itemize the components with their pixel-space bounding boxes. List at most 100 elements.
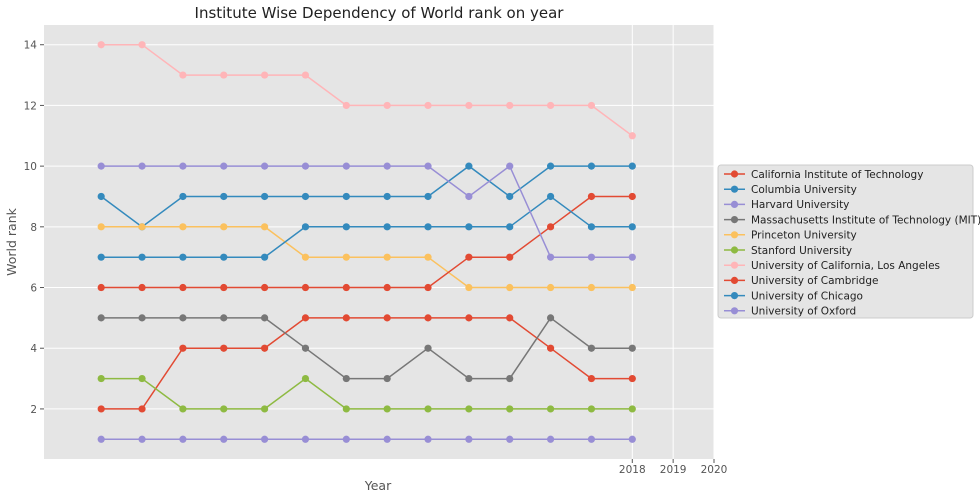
data-point (301, 162, 310, 170)
legend-marker (730, 185, 739, 193)
data-point (587, 283, 596, 292)
data-point (587, 374, 596, 383)
data-point (383, 374, 391, 383)
data-point (546, 405, 555, 413)
legend-marker (730, 276, 739, 284)
data-point (383, 314, 391, 322)
data-point (628, 283, 636, 292)
series-2 (97, 162, 636, 231)
legend-label: University of Chicago (751, 290, 863, 302)
data-point (587, 253, 596, 261)
data-point (342, 253, 350, 261)
legend-label: University of Cambridge (751, 275, 878, 287)
data-point (97, 374, 105, 383)
data-point (628, 223, 636, 231)
legend-item: Princeton University (724, 230, 857, 242)
legend-label: Massachusetts Institute of Technology (M… (751, 214, 980, 226)
data-point (179, 405, 187, 413)
data-point (546, 162, 555, 170)
legend-marker (730, 200, 739, 208)
legend-label: Harvard University (751, 199, 849, 211)
data-point (138, 405, 146, 413)
data-point (179, 253, 187, 261)
data-point (179, 162, 187, 170)
data-point (97, 314, 105, 322)
data-point (424, 253, 432, 261)
data-point (138, 41, 146, 49)
x-axis-ticks: 2018 2019 2020 (619, 459, 727, 476)
data-point (261, 162, 269, 170)
series-5 (97, 223, 636, 292)
data-point (179, 192, 187, 201)
legend-marker (730, 170, 739, 178)
data-point (220, 405, 228, 413)
series-10 (97, 162, 636, 261)
data-point (383, 435, 391, 443)
data-point (546, 344, 555, 352)
data-point (465, 314, 473, 322)
data-point (424, 101, 432, 110)
data-point (342, 435, 350, 443)
data-point (546, 283, 555, 292)
data-point (220, 435, 228, 443)
data-point (220, 162, 228, 170)
series-3 (97, 435, 636, 443)
series-4 (97, 314, 636, 383)
data-point (465, 435, 473, 443)
legend: California Institute of Technology Columb… (717, 164, 980, 319)
data-point (506, 192, 514, 201)
y-tick-label: 2 (30, 404, 37, 416)
data-point (261, 192, 269, 201)
data-point (301, 253, 310, 261)
data-point (97, 405, 105, 413)
data-point (261, 435, 269, 443)
data-point (506, 283, 514, 292)
legend-item: Massachusetts Institute of Technology (M… (724, 214, 980, 226)
data-point (179, 314, 187, 322)
legend-marker (730, 261, 739, 269)
data-point (342, 374, 350, 383)
data-point (424, 314, 432, 322)
data-point (546, 101, 555, 110)
series-line (101, 317, 633, 410)
data-point (465, 283, 473, 292)
data-point (97, 435, 105, 443)
data-point (179, 435, 187, 443)
data-point (220, 71, 228, 79)
y-tick-label: 8 (30, 222, 37, 234)
data-point (220, 253, 228, 261)
series-line (101, 164, 633, 258)
legend-marker (730, 307, 739, 315)
data-point (97, 162, 105, 170)
legend-item: California Institute of Technology (724, 169, 923, 181)
series-7 (97, 41, 636, 140)
data-point (138, 223, 146, 231)
data-point (628, 253, 636, 261)
series-line (101, 43, 633, 137)
data-point (628, 192, 636, 201)
series-line (100, 165, 633, 228)
data-point (546, 435, 555, 443)
data-point (587, 223, 596, 231)
data-point (342, 192, 350, 201)
data-point (261, 71, 269, 79)
data-point (261, 405, 269, 413)
data-point (383, 101, 391, 110)
data-point (465, 374, 473, 383)
data-point (587, 162, 596, 170)
data-point (301, 374, 310, 383)
data-point (424, 192, 432, 201)
legend-item: University of Cambridge (724, 275, 878, 287)
data-point (424, 435, 432, 443)
legend-item: Stanford University (724, 245, 852, 257)
data-point (301, 344, 310, 352)
x-tick-label: 2019 (660, 464, 687, 476)
legend-marker (730, 292, 739, 300)
data-point (383, 253, 391, 261)
data-point (424, 283, 432, 292)
legend-label: University of California, Los Angeles (751, 260, 940, 272)
data-point (261, 314, 269, 322)
x-axis-label: Year (364, 478, 392, 493)
data-point (587, 435, 596, 443)
